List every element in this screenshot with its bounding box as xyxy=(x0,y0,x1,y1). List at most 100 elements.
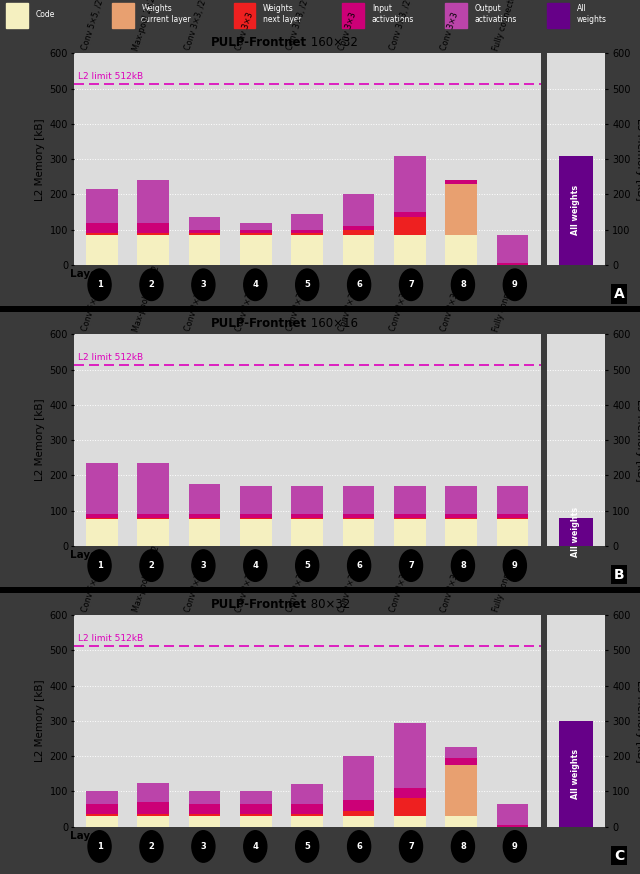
Bar xyxy=(445,180,477,184)
Bar xyxy=(445,514,477,517)
Bar xyxy=(342,486,374,514)
Text: All weights: All weights xyxy=(572,749,580,799)
Text: Conv 3×3, /2: Conv 3×3, /2 xyxy=(286,0,310,52)
Bar xyxy=(86,517,118,519)
Text: C: C xyxy=(614,849,625,863)
Bar xyxy=(189,792,220,804)
Text: All weights: All weights xyxy=(572,185,580,235)
Text: 8: 8 xyxy=(460,281,466,289)
Text: PULP-Frontnet: PULP-Frontnet xyxy=(211,598,307,611)
Bar xyxy=(394,212,426,218)
Text: 7: 7 xyxy=(408,842,414,851)
Text: 5: 5 xyxy=(304,842,310,851)
Bar xyxy=(394,787,426,799)
Bar xyxy=(189,514,220,517)
Bar xyxy=(86,223,118,233)
Text: 3: 3 xyxy=(200,281,206,289)
Bar xyxy=(445,235,477,265)
Bar xyxy=(86,804,118,815)
Bar xyxy=(445,765,477,816)
Bar xyxy=(342,226,374,230)
Bar xyxy=(291,517,323,519)
Bar xyxy=(240,517,272,519)
Bar xyxy=(291,486,323,514)
Bar xyxy=(445,517,477,519)
Bar xyxy=(342,514,374,517)
Bar xyxy=(240,230,272,233)
Bar xyxy=(6,3,28,28)
Text: Code: Code xyxy=(36,10,55,18)
Bar xyxy=(291,235,323,265)
Text: Conv 3×3: Conv 3×3 xyxy=(440,11,461,52)
Bar xyxy=(137,223,169,233)
Text: Conv 5×5, /2: Conv 5×5, /2 xyxy=(81,280,105,332)
Text: Conv 3×3: Conv 3×3 xyxy=(440,572,461,614)
Text: Weights
next layer: Weights next layer xyxy=(263,4,302,24)
Text: Conv 3×3, /2: Conv 3×3, /2 xyxy=(183,0,208,52)
Text: Max-pool 2×2, /2: Max-pool 2×2, /2 xyxy=(132,0,162,52)
Bar xyxy=(497,514,529,517)
Text: Fully connected: Fully connected xyxy=(491,0,519,52)
Bar xyxy=(559,156,593,265)
Bar xyxy=(342,756,374,801)
Bar xyxy=(240,514,272,517)
Bar xyxy=(137,463,169,514)
Text: Layer:: Layer: xyxy=(70,269,107,280)
Bar xyxy=(342,816,374,827)
Bar xyxy=(137,816,169,827)
Bar xyxy=(547,3,569,28)
Text: Layer:: Layer: xyxy=(70,551,107,560)
Bar xyxy=(342,3,364,28)
Bar xyxy=(240,815,272,816)
Bar xyxy=(112,3,134,28)
Bar xyxy=(137,519,169,546)
Y-axis label: L3 Memory [kB]: L3 Memory [kB] xyxy=(635,118,640,200)
Bar xyxy=(445,747,477,758)
Text: Conv 3×3, /2: Conv 3×3, /2 xyxy=(183,280,208,332)
Text: Conv 3×3: Conv 3×3 xyxy=(234,11,255,52)
Bar xyxy=(189,519,220,546)
Bar xyxy=(394,218,426,235)
Bar xyxy=(497,517,529,519)
Text: 2: 2 xyxy=(148,842,154,851)
Text: 2: 2 xyxy=(148,561,154,570)
Bar xyxy=(445,184,477,235)
Bar xyxy=(189,230,220,233)
Bar xyxy=(445,816,477,827)
Bar xyxy=(189,804,220,815)
Bar xyxy=(291,804,323,815)
Text: 5: 5 xyxy=(304,281,310,289)
Text: 1: 1 xyxy=(97,281,102,289)
Text: 3: 3 xyxy=(200,842,206,851)
Text: 6: 6 xyxy=(356,561,362,570)
Text: L2 limit 512kB: L2 limit 512kB xyxy=(78,634,143,642)
Bar xyxy=(189,517,220,519)
Bar xyxy=(445,758,477,765)
Y-axis label: L3 Memory [kB]: L3 Memory [kB] xyxy=(635,399,640,482)
Bar xyxy=(342,235,374,265)
Text: PULP-Frontnet: PULP-Frontnet xyxy=(211,316,307,329)
Bar xyxy=(497,486,529,514)
Bar xyxy=(86,189,118,223)
Text: Output
activations: Output activations xyxy=(474,4,516,24)
Text: Input
activations: Input activations xyxy=(372,4,414,24)
Bar xyxy=(394,799,426,816)
Text: 2: 2 xyxy=(148,281,154,289)
Text: Conv 5×5, /2: Conv 5×5, /2 xyxy=(81,560,105,614)
Bar xyxy=(86,816,118,827)
Bar xyxy=(497,519,529,546)
Bar xyxy=(497,825,529,827)
Bar xyxy=(342,519,374,546)
Text: 9: 9 xyxy=(512,842,518,851)
Bar xyxy=(394,519,426,546)
Bar xyxy=(559,517,593,546)
Text: 9: 9 xyxy=(512,561,518,570)
Text: 1: 1 xyxy=(97,842,102,851)
Bar xyxy=(189,484,220,514)
Text: 9: 9 xyxy=(512,281,518,289)
Bar xyxy=(291,233,323,235)
Bar xyxy=(137,180,169,223)
Text: B: B xyxy=(614,568,625,582)
Bar xyxy=(86,514,118,517)
Bar xyxy=(342,195,374,226)
